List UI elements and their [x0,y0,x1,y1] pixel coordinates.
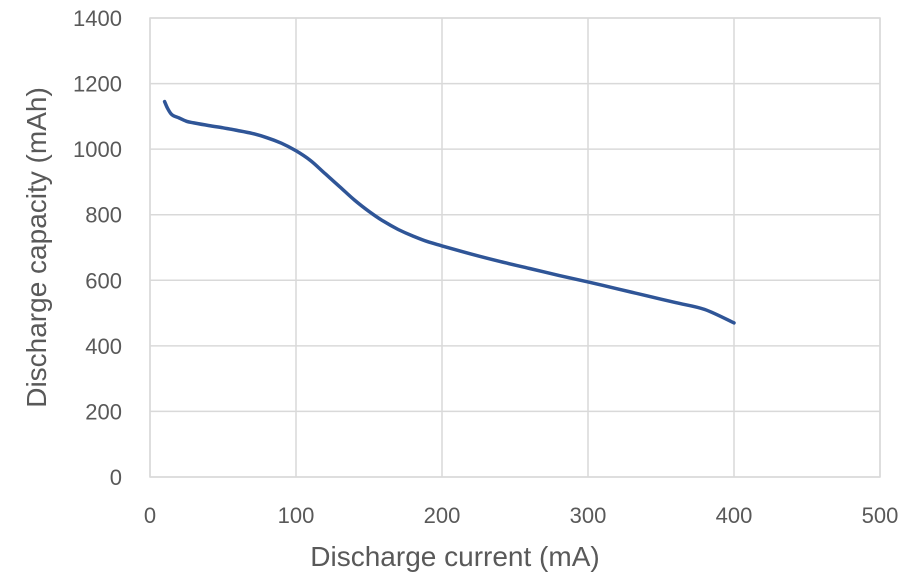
gridlines [149,17,881,478]
x-axis-title: Discharge current (mA) [310,541,599,572]
x-axis-tick-labels: 0 100 200 300 400 500 [144,503,898,528]
series-layer [162,99,736,325]
x-tick-label: 300 [570,503,607,528]
x-tick-label: 500 [862,503,899,528]
y-tick-label: 1200 [73,72,122,97]
series-line [162,99,736,325]
x-tick-label: 0 [144,503,156,528]
y-tick-label: 1000 [73,137,122,162]
y-axis-tick-labels: 0 200 400 600 800 1000 1200 1400 [73,6,122,490]
y-tick-label: 0 [110,465,122,490]
y-tick-label: 1400 [73,6,122,31]
y-tick-label: 400 [85,334,122,359]
plot-area-frame [149,17,881,478]
y-tick-label: 200 [85,399,122,424]
x-tick-label: 400 [716,503,753,528]
y-tick-label: 800 [85,203,122,228]
x-tick-label: 100 [278,503,315,528]
y-axis-title: Discharge capacity (mAh) [21,87,52,408]
x-tick-label: 200 [424,503,461,528]
y-tick-label: 600 [85,268,122,293]
